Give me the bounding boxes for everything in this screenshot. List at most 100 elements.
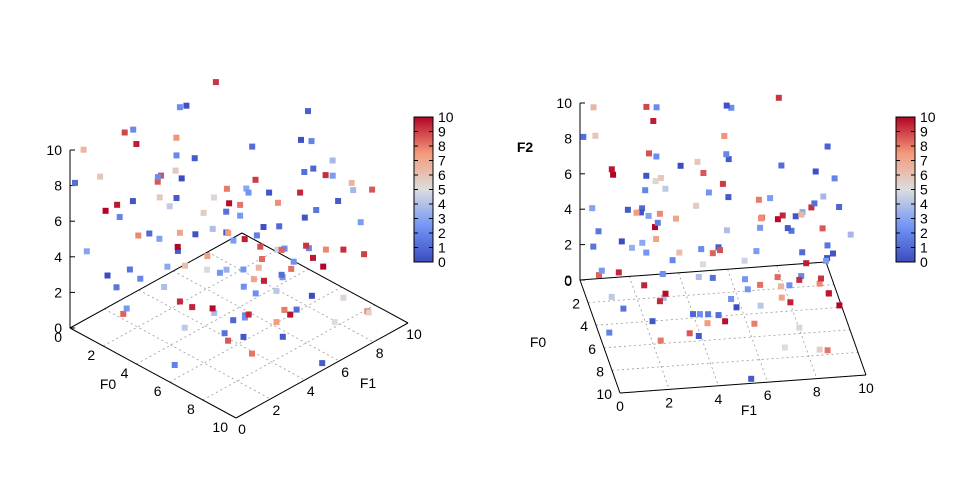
left-data-point	[146, 230, 153, 237]
right-data-point	[657, 175, 664, 181]
left-data-point	[313, 207, 320, 213]
left-data-point	[259, 256, 265, 262]
left-data-point	[223, 266, 230, 273]
right-data-point	[641, 282, 648, 289]
left-colorbar-tick-label: 10	[438, 109, 454, 125]
left-data-point	[261, 277, 267, 284]
left-data-point	[281, 306, 288, 313]
left-data-point	[301, 214, 308, 221]
right-data-point	[690, 311, 696, 318]
left-data-point	[273, 287, 280, 294]
left-data-point	[250, 276, 257, 283]
left-colorbar-tick-label: 5	[438, 182, 446, 198]
right-data-point	[830, 250, 836, 257]
left-colorbar-gradient	[414, 117, 433, 262]
left-data-point	[320, 263, 327, 270]
left-colorbar-tick-label: 9	[438, 124, 446, 140]
right-f2-tick-label: 4	[564, 201, 572, 217]
left-data-point	[209, 225, 216, 232]
left-colorbar-tick-label: 0	[438, 254, 446, 270]
right-gridline-f0	[587, 284, 835, 303]
right-data-point	[824, 242, 831, 249]
right-data-point	[819, 225, 826, 232]
right-data-point	[580, 133, 587, 140]
right-data-point	[696, 311, 703, 318]
left-data-point	[274, 246, 281, 253]
left-f0-tick-label: 6	[154, 383, 162, 399]
right-data-point	[660, 294, 667, 301]
left-data-point	[293, 306, 300, 313]
right-data-point	[662, 185, 669, 192]
left-data-point	[154, 174, 161, 181]
right-data-point	[639, 239, 646, 246]
right-data-point	[652, 178, 659, 185]
right-data-point	[723, 151, 730, 158]
right-data-point	[779, 212, 786, 219]
right-data-point	[781, 344, 788, 351]
left-data-point	[305, 108, 311, 115]
right-data-point	[643, 249, 650, 256]
right-data-point	[709, 274, 716, 281]
right-f2-tick-label: 2	[564, 237, 572, 253]
left-data-point	[243, 185, 250, 192]
right-data-point	[774, 216, 781, 223]
left-data-point	[237, 201, 244, 208]
right-data-point	[774, 274, 781, 281]
right-f0-tick-label: 10	[596, 386, 612, 402]
right-data-point	[757, 302, 764, 309]
left-data-point	[223, 185, 230, 192]
left-data-point	[240, 333, 247, 340]
right-data-point	[786, 282, 793, 289]
right-colorbar-tick-label: 3	[920, 211, 928, 227]
left-data-point	[116, 214, 123, 220]
right-data-point	[639, 205, 646, 212]
left-data-point	[120, 310, 127, 317]
left-colorbar-tick-label: 3	[438, 211, 446, 227]
left-data-point	[266, 189, 273, 196]
right-data-point	[796, 276, 803, 283]
left-gridline-f1	[138, 289, 305, 381]
right-data-point	[767, 195, 774, 202]
right-data-point	[824, 143, 831, 150]
right-data-point	[836, 302, 843, 309]
right-data-point	[709, 250, 716, 257]
right-data-point	[784, 225, 791, 232]
left-data-point	[350, 187, 357, 194]
left-data-point	[260, 224, 267, 230]
right-data-point	[798, 211, 805, 218]
left-data-point	[173, 152, 180, 159]
right-data-point	[629, 244, 635, 251]
right-data-point	[803, 260, 810, 267]
left-data-point	[249, 143, 256, 150]
left-f1-tick-label: 0	[238, 421, 246, 437]
left-data-point	[225, 230, 232, 237]
right-data-point	[757, 224, 764, 231]
left-data-point	[288, 265, 295, 272]
right-data-point	[824, 347, 831, 354]
left-data-point	[255, 264, 262, 271]
left-f0-axis-label: F0	[100, 376, 117, 392]
right-data-point	[624, 206, 631, 213]
left-data-point	[275, 199, 281, 206]
right-data-point	[643, 103, 650, 110]
left-f1-tick-label: 4	[307, 383, 315, 399]
right-f1-tick-label: 0	[616, 398, 624, 414]
left-data-point	[308, 138, 315, 145]
right-data-point	[610, 171, 617, 178]
left-data-point	[181, 324, 188, 331]
left-f0-tick-label: 8	[187, 401, 195, 417]
left-gridline-f0	[103, 250, 276, 347]
left-data-point	[252, 290, 259, 297]
left-data-point	[357, 219, 364, 226]
right-data-point	[812, 168, 819, 175]
left-data-point	[123, 305, 130, 312]
right-data-point	[715, 312, 722, 319]
left-data-point	[308, 292, 315, 299]
right-data-point	[657, 337, 664, 344]
left-f2-tick-label: 2	[54, 284, 62, 300]
